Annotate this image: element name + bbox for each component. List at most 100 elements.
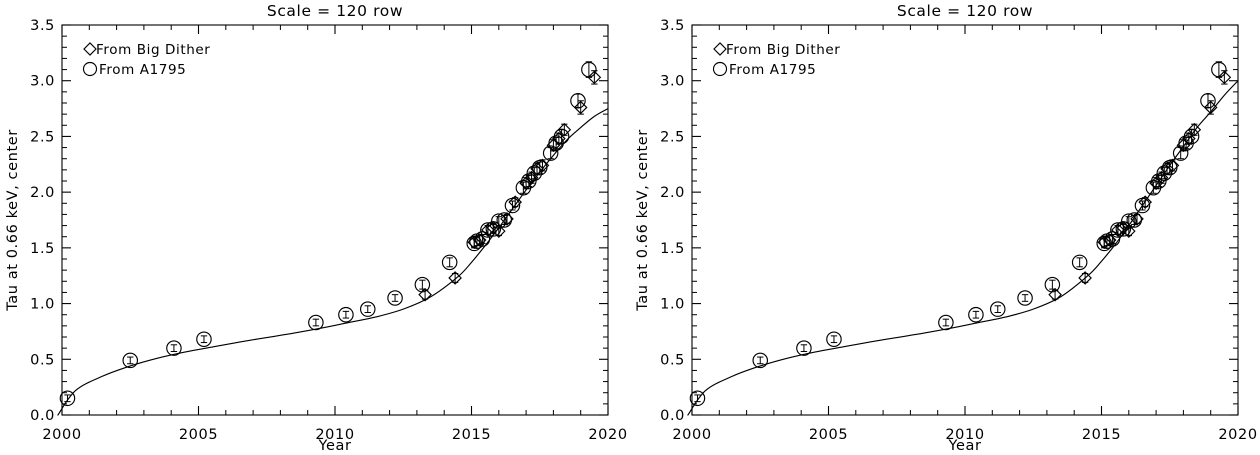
plot-svg-left: Scale = 120 row Year Tau at 0.66 keV, ce… <box>5 2 627 454</box>
x-tick-label: 2010 <box>945 427 984 443</box>
y-tick-label: 1.0 <box>30 297 55 313</box>
data-point-circle <box>59 390 76 407</box>
legend: From Big Dither From A1795 <box>712 42 840 78</box>
data-point-diamond <box>1102 233 1117 247</box>
plot-frame <box>691 24 1239 416</box>
data-point-circle <box>796 340 812 356</box>
data-point-diamond <box>500 212 514 226</box>
y-tick-label: 1.0 <box>660 297 685 313</box>
x-tick-label: 2000 <box>672 427 711 443</box>
data-point-circle <box>1200 92 1216 109</box>
data-point-circle <box>480 222 496 238</box>
data-point-circle <box>1110 222 1126 238</box>
data-point-diamond <box>557 122 572 137</box>
data-point-diamond <box>1187 122 1202 137</box>
chart-panel-left: Scale = 120 row Year Tau at 0.66 keV, ce… <box>5 2 627 454</box>
y-axis-label: Tau at 0.66 keV, center <box>5 129 21 312</box>
data-point-diamond <box>1121 224 1136 238</box>
data-point-diamond <box>1116 220 1131 235</box>
y-tick-label: 3.0 <box>30 74 55 90</box>
x-tick-label: 2005 <box>809 427 848 443</box>
model-curve <box>57 107 609 416</box>
data-point-diamond <box>1217 70 1232 85</box>
legend-circle-icon <box>712 61 728 77</box>
data-point-circle <box>1172 145 1189 161</box>
data-point-diamond <box>491 224 506 238</box>
x-axis-label: Year <box>317 438 351 454</box>
plot-frame <box>61 24 609 416</box>
x-tick-label: 2015 <box>452 427 491 443</box>
legend-label-big-dither: From Big Dither <box>96 42 210 58</box>
data-point-circle <box>122 352 139 369</box>
data-point-circle <box>387 290 403 306</box>
legend-label-a1795: From A1795 <box>99 62 186 78</box>
data-point-circle <box>308 314 324 331</box>
model-curve <box>687 80 1239 416</box>
y-tick-label: 2.5 <box>660 129 685 145</box>
y-tick-label: 3.0 <box>660 74 685 90</box>
data-point-diamond <box>524 170 539 185</box>
data-point-diamond <box>1165 158 1180 173</box>
data-point-diamond <box>1182 131 1196 146</box>
x-tick-label: 2000 <box>42 427 81 443</box>
data-points <box>689 61 1232 407</box>
data-point-diamond <box>1176 138 1191 153</box>
y-tick-label: 0.5 <box>660 352 685 368</box>
y-tick-label: 0.5 <box>30 352 55 368</box>
data-points <box>59 61 602 407</box>
data-point-diamond <box>573 100 588 115</box>
data-point-circle <box>542 145 559 161</box>
panel-title: Scale = 120 row <box>897 2 1033 20</box>
x-tick-label: 2005 <box>179 427 218 443</box>
tick-labels: 2000 2005 2010 2015 2020 0.0 0.5 1.0 1.5 2.0 2.5 3.… <box>660 18 1257 443</box>
legend-circle-icon <box>82 61 98 77</box>
data-point-circle <box>570 92 586 109</box>
panel-title: Scale = 120 row <box>267 2 403 20</box>
x-tick-label: 2020 <box>1218 427 1257 443</box>
data-point-diamond <box>1097 235 1112 250</box>
x-axis-label: Year <box>947 438 981 454</box>
legend-label-big-dither: From Big Dither <box>726 42 840 58</box>
data-point-circle <box>938 314 954 331</box>
legend-diamond-icon <box>83 42 97 56</box>
data-point-circle <box>968 306 984 323</box>
data-point-diamond <box>486 220 501 235</box>
data-point-diamond <box>1048 287 1062 302</box>
data-point-diamond <box>546 138 561 153</box>
data-point-circle <box>196 331 212 348</box>
data-point-diamond <box>472 233 487 247</box>
y-tick-label: 2.0 <box>660 185 685 201</box>
y-tick-label: 2.0 <box>30 185 55 201</box>
data-point-diamond <box>448 271 462 285</box>
data-point-circle <box>826 331 842 348</box>
data-point-diamond <box>1138 195 1152 209</box>
data-point-circle <box>989 301 1006 317</box>
y-tick-label: 3.5 <box>660 18 685 34</box>
data-point-diamond <box>1154 170 1169 185</box>
data-point-diamond <box>552 131 566 146</box>
data-point-diamond <box>1203 100 1218 115</box>
data-point-diamond <box>1160 161 1174 176</box>
data-point-diamond <box>535 158 550 173</box>
data-point-circle <box>166 340 182 356</box>
data-point-diamond <box>508 195 522 209</box>
x-tick-label: 2020 <box>588 427 627 443</box>
data-point-diamond <box>1130 212 1144 226</box>
data-point-circle <box>1017 290 1033 306</box>
data-point-circle <box>338 306 354 323</box>
legend-diamond-icon <box>713 42 727 56</box>
plot-svg-right: Scale = 120 row Year Tau at 0.66 keV, ce… <box>635 2 1257 454</box>
y-tick-label: 1.5 <box>30 241 55 257</box>
legend: From Big Dither From A1795 <box>82 42 210 78</box>
x-tick-label: 2015 <box>1082 427 1121 443</box>
y-tick-label: 1.5 <box>660 241 685 257</box>
data-point-circle <box>689 390 706 407</box>
data-point-diamond <box>1078 271 1092 285</box>
axis-ticks <box>691 24 1239 416</box>
data-point-diamond <box>587 70 602 85</box>
y-tick-label: 3.5 <box>30 18 55 34</box>
chart-panel-right: Scale = 120 row Year Tau at 0.66 keV, ce… <box>630 0 1260 455</box>
axis-ticks <box>61 24 609 416</box>
x-tick-label: 2010 <box>315 427 354 443</box>
